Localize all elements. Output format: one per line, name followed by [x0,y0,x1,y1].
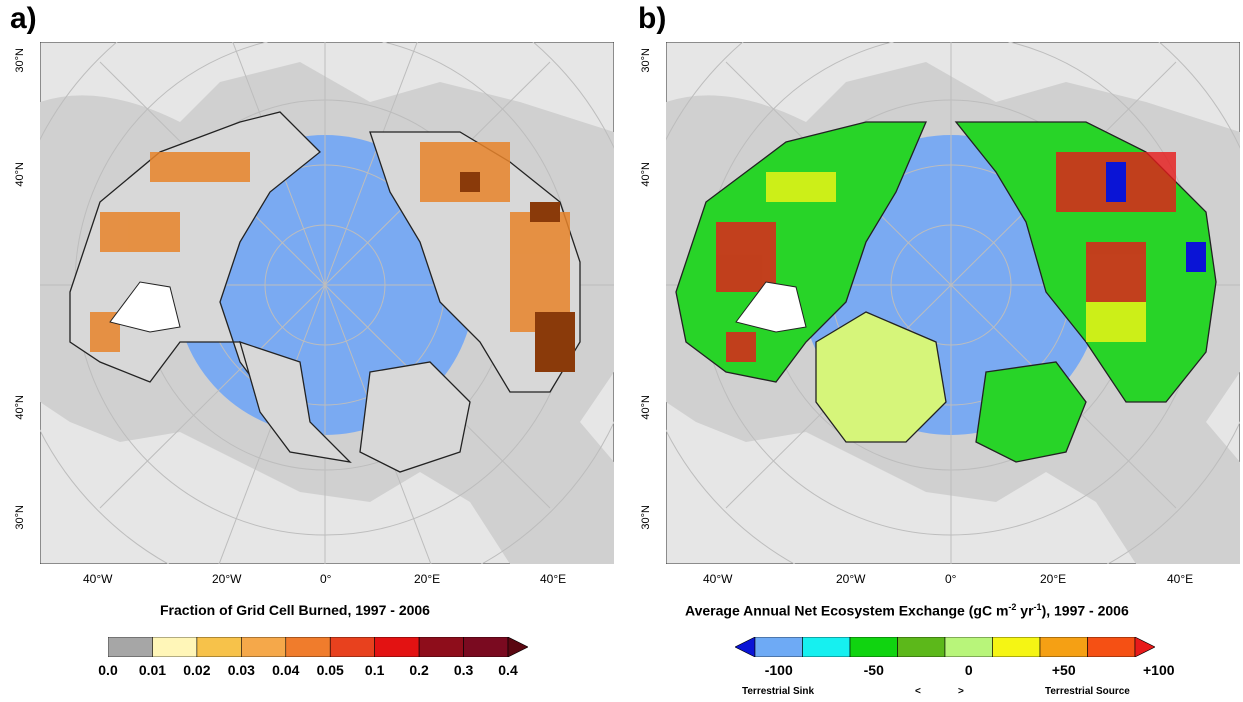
colorbar-segment [374,637,420,657]
colorbar-arrow-right [507,637,528,657]
colorbar-segment [897,637,946,657]
legend-title-b-end: ), 1997 - 2006 [1041,602,1129,619]
lat-label-a-top: 30°N [14,48,26,73]
map-panel-b [626,0,1243,606]
colorbar-a-tick: 0.02 [183,662,211,678]
colorbar-a-tick: 0.2 [409,662,429,678]
colorbar-a-tick: 0.3 [453,662,474,678]
terrestrial-source-label: Terrestrial Source [1045,686,1130,697]
legend-title-b-sup1: -2 [1008,602,1017,612]
colorbar-segment [418,637,464,657]
colorbar-b-tick: 0 [964,662,973,678]
legend-title-b-sup2: -1 [1033,602,1042,612]
colorbar-segment [196,637,242,657]
colorbar-b-tick: +100 [1142,662,1175,678]
colorbar-segment [992,637,1041,657]
lat-label-b-mid-top: 40°N [640,162,652,187]
colorbar-a-tick: 0.0 [98,662,118,678]
colorbar-a-tick: 0.03 [227,662,255,678]
map-panel-a [0,0,650,606]
lat-label-a-mid-top: 40°N [14,162,26,187]
colorbar-a [108,637,528,657]
lon-label-b-1: 20°W [836,572,866,586]
lon-label-a-0: 40°W [83,572,113,586]
lon-label-b-2: 0° [945,572,957,586]
terrestrial-sink-label: Terrestrial Sink [742,686,815,697]
colorbar-segment [944,637,993,657]
colorbar-segment [1039,637,1088,657]
colorbar-a-tick: 0.4 [498,662,518,678]
colorbar-segment [849,637,898,657]
polar-map-a [0,0,650,606]
panel-a-label: a) [10,2,37,35]
colorbar-a-tick: 0.05 [316,662,344,678]
lat-label-a-bottom: 30°N [14,505,26,530]
lat-label-a-mid-bottom: 40°N [14,395,26,420]
colorbar-segment [152,637,198,657]
lon-label-a-4: 40°E [540,572,567,586]
less-than-label: < [915,686,921,697]
lon-label-a-2: 0° [320,572,332,586]
colorbar-segment [1087,637,1136,657]
colorbar-a-tick: 0.01 [138,662,167,678]
colorbar-b-tick: -50 [863,662,884,678]
colorbar-segment [241,637,287,657]
colorbar-a-tick: 0.1 [364,662,385,678]
colorbar-segment [108,637,153,657]
colorbar-b-tick: +50 [1051,662,1076,678]
lon-label-b-0: 40°W [703,572,733,586]
colorbar-segment [329,637,375,657]
lat-label-b-mid-bottom: 40°N [640,395,652,420]
colorbar-segment [802,637,851,657]
colorbar-arrow-left [735,637,756,657]
colorbar-segment [285,637,331,657]
lon-label-a-3: 20°E [414,572,441,586]
colorbar-segment [463,637,509,657]
colorbar-segment [754,637,803,657]
polar-map-b [626,0,1243,606]
lat-label-b-top: 30°N [640,48,652,73]
colorbar-arrow-right [1134,637,1155,657]
legend-title-b-mid: yr [1016,602,1034,619]
panel-b-label: b) [638,2,667,35]
colorbar-a-tick: 0.04 [272,662,300,678]
lon-label-b-4: 40°E [1167,572,1194,586]
lon-label-b-3: 20°E [1040,572,1067,586]
legend-title-b: Average Annual Net Ecosystem Exchange (g… [685,602,1129,619]
greater-than-label: > [958,686,964,697]
legend-title-b-main: Average Annual Net Ecosystem Exchange (g… [685,602,1009,619]
colorbar-b [735,637,1155,657]
colorbar-b-tick: -100 [764,662,793,678]
lon-label-a-1: 20°W [212,572,242,586]
legend-title-a: Fraction of Grid Cell Burned, 1997 - 200… [160,602,430,618]
lat-label-b-bottom: 30°N [640,505,652,530]
